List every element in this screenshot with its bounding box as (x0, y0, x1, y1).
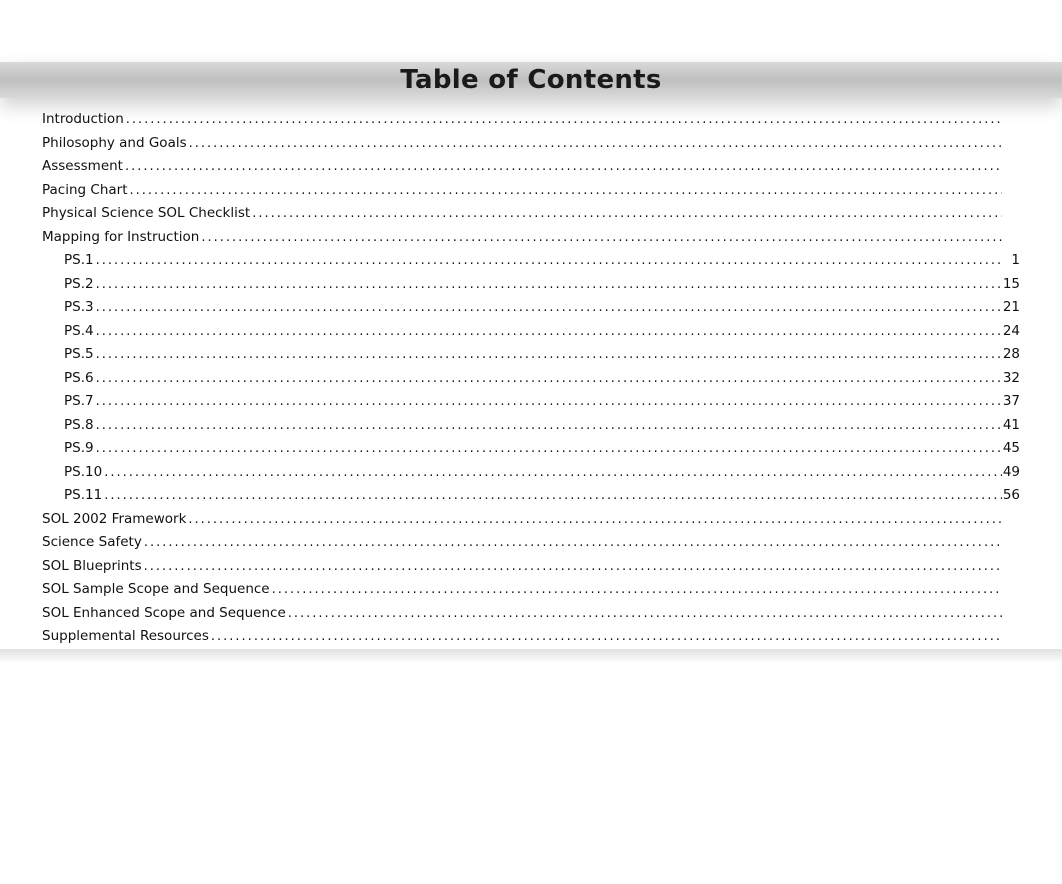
toc-leader-dots (94, 278, 1002, 291)
toc-leader-dots (250, 207, 1002, 220)
toc-row: Introduction (42, 108, 1020, 132)
toc-label: PS.2 (64, 278, 94, 292)
toc-label: Supplemental Resources (42, 630, 209, 644)
toc-leader-dots (187, 137, 1002, 150)
toc-page-number: 28 (1002, 348, 1020, 362)
toc-row: PS.9 45 (42, 437, 1020, 461)
toc-page-number: 45 (1002, 442, 1020, 456)
toc-label: PS.8 (64, 419, 94, 433)
toc-label: PS.11 (64, 489, 102, 503)
toc-label: Philosophy and Goals (42, 137, 187, 151)
bottom-shadow (0, 649, 1062, 663)
toc-label: PS.9 (64, 442, 94, 456)
toc-row: PS.10 49 (42, 461, 1020, 485)
toc-page-number: 15 (1002, 278, 1020, 292)
toc-label: SOL Sample Scope and Sequence (42, 583, 270, 597)
toc-leader-dots (94, 254, 1002, 267)
toc-row: Philosophy and Goals (42, 132, 1020, 156)
toc-page-number: 56 (1002, 489, 1020, 503)
toc-label: PS.5 (64, 348, 94, 362)
toc-row: PS.5 28 (42, 343, 1020, 367)
toc-row: SOL Sample Scope and Sequence (42, 578, 1020, 602)
toc-leader-dots (94, 419, 1002, 432)
toc-row: PS.7 37 (42, 390, 1020, 414)
toc-page-number: 1 (1002, 254, 1020, 268)
toc-row: Assessment (42, 155, 1020, 179)
toc-leader-dots (286, 607, 1002, 620)
toc-label: PS.10 (64, 466, 102, 480)
toc-label: Introduction (42, 113, 124, 127)
toc-row: Physical Science SOL Checklist (42, 202, 1020, 226)
toc-page-number: 37 (1002, 395, 1020, 409)
toc-page-number: 24 (1002, 325, 1020, 339)
toc-leader-dots (123, 160, 1002, 173)
toc-label: Physical Science SOL Checklist (42, 207, 250, 221)
toc-leader-dots (124, 113, 1002, 126)
toc-leader-dots (102, 489, 1002, 502)
toc-leader-dots (94, 301, 1002, 314)
toc-row: SOL Enhanced Scope and Sequence (42, 602, 1020, 626)
toc-leader-dots (94, 395, 1002, 408)
toc-label: PS.1 (64, 254, 94, 268)
toc-row: Supplemental Resources (42, 625, 1020, 649)
toc-row: Science Safety (42, 531, 1020, 555)
toc-label: Pacing Chart (42, 184, 128, 198)
toc-row: PS.1 1 (42, 249, 1020, 273)
title-bar: Table of Contents (0, 62, 1062, 98)
toc-leader-dots (186, 513, 1002, 526)
toc-page-number: 49 (1002, 466, 1020, 480)
toc-page-number: 41 (1002, 419, 1020, 433)
toc-leader-dots (94, 442, 1002, 455)
toc-label: PS.3 (64, 301, 94, 315)
toc-row: PS.8 41 (42, 414, 1020, 438)
toc-label: PS.6 (64, 372, 94, 386)
toc-label: PS.4 (64, 325, 94, 339)
toc-row: Pacing Chart (42, 179, 1020, 203)
toc-label: Mapping for Instruction (42, 231, 199, 245)
toc-leader-dots (128, 184, 1003, 197)
toc-label: SOL Enhanced Scope and Sequence (42, 607, 286, 621)
toc-row: PS.3 21 (42, 296, 1020, 320)
toc-row: SOL 2002 Framework (42, 508, 1020, 532)
toc-leader-dots (94, 372, 1002, 385)
toc-leader-dots (209, 630, 1002, 643)
table-of-contents: Introduction Philosophy and Goals Assessme… (42, 108, 1020, 649)
toc-label: SOL Blueprints (42, 560, 142, 574)
toc-leader-dots (199, 231, 1002, 244)
toc-label: PS.7 (64, 395, 94, 409)
toc-page-number: 21 (1002, 301, 1020, 315)
toc-row: PS.6 32 (42, 367, 1020, 391)
toc-page-number: 32 (1002, 372, 1020, 386)
toc-label: Science Safety (42, 536, 142, 550)
toc-row: PS.2 15 (42, 273, 1020, 297)
page-title: Table of Contents (400, 65, 661, 95)
toc-label: Assessment (42, 160, 123, 174)
toc-leader-dots (270, 583, 1002, 596)
toc-row: PS.4 24 (42, 320, 1020, 344)
toc-leader-dots (142, 536, 1002, 549)
toc-row: SOL Blueprints (42, 555, 1020, 579)
toc-leader-dots (142, 560, 1002, 573)
toc-label: SOL 2002 Framework (42, 513, 186, 527)
toc-leader-dots (94, 348, 1002, 361)
toc-row: PS.11 56 (42, 484, 1020, 508)
toc-leader-dots (94, 325, 1002, 338)
toc-row: Mapping for Instruction (42, 226, 1020, 250)
toc-leader-dots (102, 466, 1002, 479)
